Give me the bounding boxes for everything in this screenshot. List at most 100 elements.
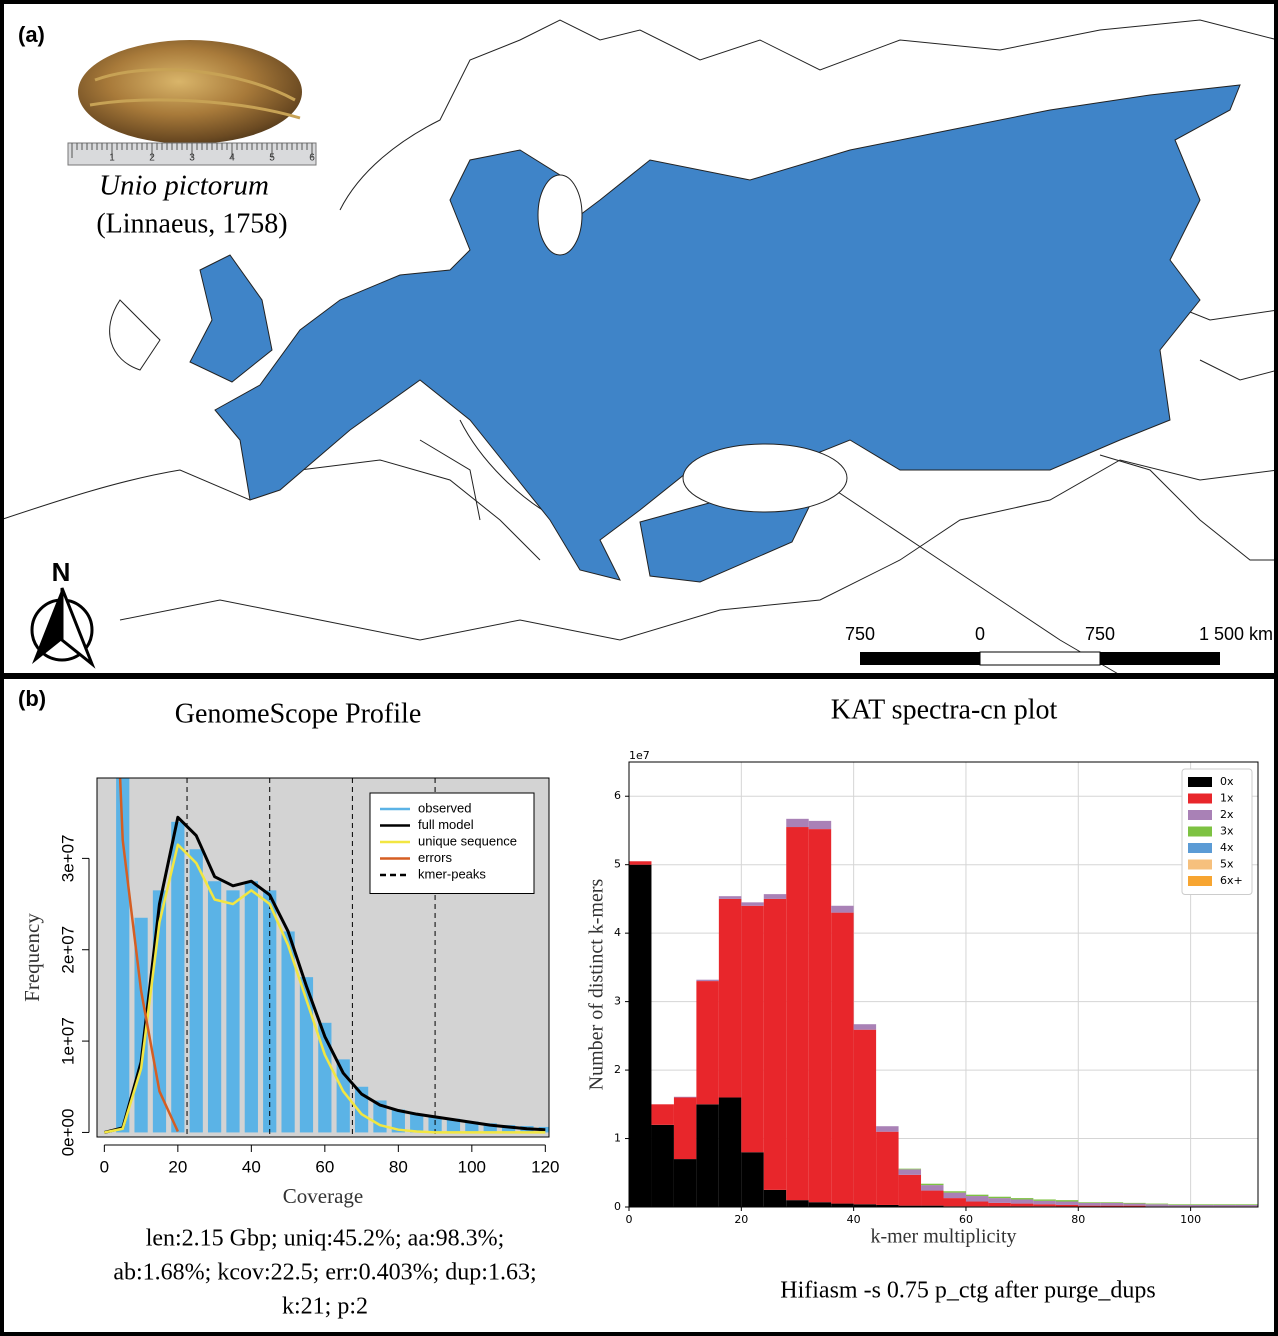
histogram-bar	[1191, 1205, 1213, 1206]
histogram-bar	[1101, 1203, 1123, 1206]
histogram-bar	[1078, 1202, 1100, 1203]
histogram-bar	[786, 827, 808, 1200]
x-axis-label: k-mer multiplicity	[870, 1226, 1016, 1248]
x-tick-label: 100	[1180, 1213, 1201, 1226]
legend-label: 2x	[1220, 808, 1234, 821]
legend-label: full model	[418, 817, 474, 832]
ruler-label: 6	[309, 153, 315, 164]
legend-swatch	[1188, 860, 1212, 870]
histogram-bar	[944, 1191, 966, 1192]
histogram-bar	[1056, 1202, 1078, 1205]
histogram-bar	[921, 1185, 943, 1190]
histogram-bar	[1236, 1204, 1258, 1205]
observed-bar	[410, 1114, 423, 1132]
histogram-bar	[651, 1125, 673, 1207]
y-tick-label: 3	[614, 995, 621, 1008]
species-authority: (Linnaeus, 1758)	[96, 208, 287, 239]
histogram-bar	[944, 1193, 966, 1198]
histogram-bar	[831, 913, 853, 1204]
chart-title: GenomeScope Profile	[175, 698, 422, 729]
histogram-bar	[899, 1169, 921, 1174]
x-tick-label: 100	[458, 1157, 486, 1176]
legend-label: 6x+	[1220, 874, 1243, 887]
scale-bar	[860, 652, 1220, 665]
histogram-bar	[786, 819, 808, 827]
observed-bar	[208, 881, 221, 1132]
ruler-label: 5	[269, 153, 275, 164]
caption: Hifiasm -s 0.75 p_ctg after purge_dups	[780, 1278, 1155, 1304]
y-tick-label: 0	[614, 1200, 621, 1213]
legend-label: 5x	[1220, 858, 1234, 871]
histogram-bar	[876, 1126, 898, 1131]
y-offset-label: 1e7	[629, 749, 650, 762]
histogram-bar	[854, 1030, 876, 1205]
scale-seg	[980, 652, 1100, 665]
histogram-bar	[719, 1097, 741, 1207]
x-tick-label: 80	[389, 1157, 408, 1176]
ruler-label: 1	[109, 153, 115, 164]
observed-bar	[190, 849, 203, 1132]
histogram-bar	[899, 1169, 921, 1170]
summary-line: ab:1.68%; kcov:22.5; err:0.403%; dup:1.6…	[113, 1260, 536, 1286]
histogram-bar	[966, 1202, 988, 1207]
y-tick-label: 5	[614, 858, 621, 871]
histogram-bar	[1011, 1198, 1033, 1199]
legend-label: 0x	[1220, 775, 1234, 788]
panel-label: (a)	[18, 22, 45, 47]
histogram-bar	[921, 1191, 943, 1206]
ruler-label: 3	[189, 153, 195, 164]
y-tick-label: 1e+07	[58, 1017, 77, 1065]
histogram-bar	[741, 902, 763, 905]
histogram-bar	[764, 894, 786, 899]
histogram-bar	[831, 906, 853, 913]
histogram-bar	[1123, 1203, 1145, 1204]
scale-label: 1 500 km	[1199, 624, 1273, 644]
x-tick-label: 20	[734, 1213, 748, 1226]
histogram-bar	[764, 899, 786, 1190]
histogram-bar	[854, 1024, 876, 1029]
histogram-bar	[629, 865, 651, 1207]
scale-seg	[1100, 652, 1220, 665]
ruler-label: 2	[149, 153, 155, 164]
histogram-bar	[1146, 1204, 1168, 1206]
legend-swatch	[1188, 876, 1212, 886]
histogram-bar	[786, 1200, 808, 1207]
histogram-bar	[1033, 1204, 1055, 1206]
north-label: N	[52, 557, 71, 587]
histogram-bar	[1011, 1204, 1033, 1207]
histogram-bar	[1056, 1200, 1078, 1201]
legend-swatch	[1188, 794, 1212, 804]
histogram-bar	[1168, 1204, 1190, 1205]
legend-label: kmer-peaks	[418, 866, 486, 881]
y-tick-label: 1	[614, 1132, 621, 1145]
x-tick-label: 0	[626, 1213, 633, 1226]
legend-label: errors	[418, 850, 452, 865]
histogram-bar	[1146, 1204, 1168, 1205]
x-tick-label: 60	[315, 1157, 334, 1176]
x-tick-label: 120	[531, 1157, 559, 1176]
page: { "panel_a": { "label": "(a)", "species"…	[0, 0, 1278, 1336]
histogram-bar	[988, 1197, 1010, 1198]
legend-label: 1x	[1220, 792, 1234, 805]
histogram-bar	[831, 1204, 853, 1207]
histogram-bar	[1078, 1203, 1100, 1206]
figure: (a) Unio pictorum (Linnaeus, 1758) N 750…	[0, 0, 1278, 1336]
histogram-bar	[696, 980, 718, 981]
y-tick-label: 4	[614, 926, 621, 939]
histogram-bar	[944, 1198, 966, 1206]
histogram-bar	[921, 1184, 943, 1185]
histogram-bar	[741, 1152, 763, 1207]
baltic-sea	[538, 175, 582, 255]
legend-label: 4x	[1220, 841, 1234, 854]
map: (a) Unio pictorum (Linnaeus, 1758) N 750…	[0, 0, 1278, 675]
histogram-bar	[1033, 1201, 1055, 1204]
scale-seg	[860, 652, 980, 665]
histogram-bar	[719, 896, 741, 899]
legend-swatch	[1188, 843, 1212, 853]
histogram-bar	[1191, 1204, 1213, 1205]
ruler-label: 4	[229, 153, 235, 164]
histogram-bar	[809, 821, 831, 829]
species-name: Unio pictorum	[99, 170, 269, 202]
scale-label: 750	[1085, 624, 1115, 644]
x-tick-label: 40	[847, 1213, 861, 1226]
